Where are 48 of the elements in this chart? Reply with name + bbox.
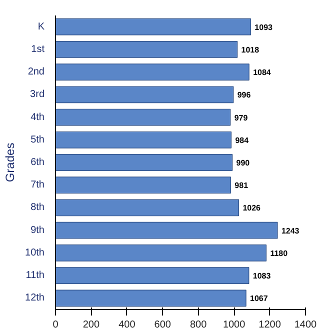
bar xyxy=(56,267,250,284)
y-tick-label: 10th xyxy=(25,247,45,258)
data-label: 1093 xyxy=(254,22,274,32)
data-label: 996 xyxy=(237,90,252,100)
bar xyxy=(56,108,231,126)
bar xyxy=(56,199,240,216)
y-tick-label: 9th xyxy=(30,224,45,236)
x-tick-label: 1200 xyxy=(258,320,282,330)
x-tick-label: 200 xyxy=(82,320,100,330)
x-tick-label: 1400 xyxy=(294,320,318,330)
x-tick-label: 800 xyxy=(190,320,208,330)
data-label: 1243 xyxy=(281,226,300,236)
bar xyxy=(56,64,250,80)
data-label: 979 xyxy=(234,113,248,122)
bar xyxy=(56,86,234,104)
bar xyxy=(56,154,233,171)
bar xyxy=(56,222,278,239)
x-tick-label: 600 xyxy=(154,320,172,330)
y-axis-title: Grades xyxy=(3,142,18,182)
data-label: 1018 xyxy=(241,45,260,54)
bar xyxy=(56,131,232,148)
data-label: 1067 xyxy=(250,294,268,304)
data-label: 984 xyxy=(235,136,250,145)
data-label: 1083 xyxy=(252,272,272,281)
data-label: 981 xyxy=(234,181,249,190)
x-tick-label: 1000 xyxy=(222,320,246,330)
y-tick-label: 4th xyxy=(30,112,45,123)
y-tick-label: K xyxy=(38,21,45,32)
y-tick-label: 8th xyxy=(30,202,45,214)
y-tick-label: 12th xyxy=(25,292,45,304)
bar xyxy=(56,290,246,307)
y-tick-label: 6th xyxy=(30,157,45,168)
data-label: 1084 xyxy=(253,68,272,78)
y-tick-label: 2nd xyxy=(28,66,45,78)
data-label: 1026 xyxy=(242,204,262,213)
x-tick-label: 0 xyxy=(52,320,59,330)
y-tick-label: 5th xyxy=(30,134,45,146)
bar xyxy=(56,18,251,36)
y-tick-label: 1st xyxy=(31,44,45,55)
y-tick-label: 7th xyxy=(30,180,45,191)
bar xyxy=(56,40,238,58)
y-tick-label: 11th xyxy=(26,270,45,282)
bar xyxy=(56,176,231,194)
data-label: 990 xyxy=(236,158,250,168)
x-tick-label: 400 xyxy=(118,320,136,330)
bar xyxy=(56,244,267,262)
data-label: 1180 xyxy=(270,248,288,258)
y-tick-label: 3rd xyxy=(30,89,44,100)
